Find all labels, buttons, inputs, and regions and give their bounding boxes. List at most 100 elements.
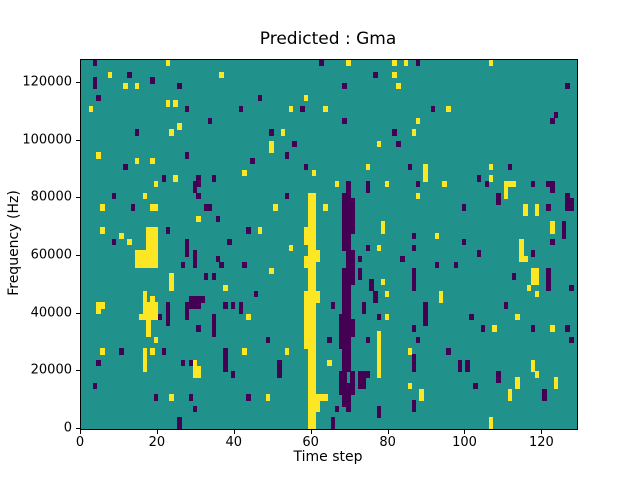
heatmap-cell bbox=[361, 371, 367, 390]
heatmap-cell bbox=[207, 204, 213, 211]
y-tick-mark bbox=[76, 82, 80, 84]
heatmap-cell bbox=[230, 302, 236, 309]
y-tick-mark bbox=[76, 139, 80, 141]
heatmap-cell bbox=[246, 227, 251, 234]
heatmap-cell bbox=[503, 192, 509, 199]
chart-title: Predicted : Gma bbox=[259, 29, 397, 49]
heatmap-cell bbox=[361, 302, 367, 315]
y-tick-mark bbox=[76, 255, 80, 257]
heatmap-cell bbox=[96, 359, 101, 367]
heatmap-cell bbox=[284, 152, 290, 159]
heatmap-cell bbox=[365, 244, 370, 251]
x-tick-label: 0 bbox=[75, 435, 85, 450]
heatmap-cell bbox=[530, 325, 536, 332]
heatmap-cell bbox=[280, 129, 286, 136]
heatmap-cell bbox=[315, 394, 320, 413]
heatmap-cell bbox=[157, 313, 163, 321]
x-tick-mark bbox=[80, 430, 81, 434]
heatmap-cell bbox=[254, 290, 259, 297]
heatmap-cell bbox=[419, 388, 424, 401]
heatmap-cell bbox=[530, 359, 536, 372]
heatmap-cell bbox=[465, 359, 470, 372]
heatmap-cell bbox=[377, 313, 382, 321]
heatmap-cell bbox=[534, 204, 540, 217]
heatmap-cell bbox=[200, 296, 205, 303]
heatmap-cell bbox=[238, 302, 244, 315]
heatmap-cell bbox=[304, 290, 309, 303]
heatmap-cell bbox=[242, 261, 247, 269]
heatmap-cell bbox=[300, 106, 305, 113]
heatmap-cell bbox=[150, 348, 155, 355]
heatmap-cell bbox=[142, 250, 147, 269]
heatmap-cell bbox=[154, 394, 159, 401]
heatmap-cell bbox=[369, 279, 374, 292]
heatmap-cell bbox=[480, 325, 486, 332]
heatmap-cell bbox=[550, 238, 555, 246]
heatmap-cell bbox=[215, 215, 220, 223]
heatmap-cell bbox=[477, 175, 482, 182]
heatmap-cell bbox=[350, 198, 355, 234]
heatmap-cell bbox=[165, 60, 171, 67]
heatmap-cell bbox=[319, 394, 324, 401]
heatmap-cell bbox=[304, 163, 309, 171]
y-tick-mark bbox=[76, 428, 80, 429]
heatmap-cell bbox=[246, 394, 251, 401]
heatmap-cell bbox=[111, 238, 117, 246]
heatmap-cell bbox=[407, 348, 413, 355]
heatmap-cell bbox=[569, 336, 574, 344]
heatmap-cell bbox=[304, 256, 309, 269]
heatmap-cell bbox=[119, 232, 124, 240]
heatmap-cell bbox=[100, 348, 105, 355]
heatmap-cell bbox=[496, 371, 501, 384]
heatmap-cell bbox=[92, 382, 97, 390]
heatmap-cell bbox=[192, 250, 197, 269]
heatmap-cell bbox=[357, 267, 363, 280]
heatmap-cell bbox=[346, 60, 351, 67]
heatmap-cell bbox=[142, 302, 147, 321]
heatmap-cell bbox=[342, 117, 347, 125]
heatmap-cell bbox=[150, 158, 155, 165]
heatmap-cell bbox=[488, 163, 493, 171]
heatmap-cell bbox=[342, 267, 347, 303]
heatmap-cell bbox=[473, 382, 478, 390]
heatmap-cell bbox=[519, 238, 524, 263]
heatmap-cell bbox=[119, 348, 124, 355]
heatmap-cell bbox=[446, 348, 451, 355]
x-tick-mark bbox=[156, 430, 158, 434]
heatmap-cell bbox=[173, 175, 178, 182]
x-tick-mark bbox=[310, 430, 312, 434]
heatmap-cell bbox=[477, 250, 482, 257]
heatmap-cell bbox=[515, 313, 520, 321]
heatmap-cell bbox=[550, 325, 555, 332]
heatmap-cell bbox=[403, 60, 409, 67]
heatmap-cell bbox=[334, 405, 340, 413]
heatmap-cell bbox=[111, 192, 117, 199]
x-tick-label: 60 bbox=[302, 435, 319, 450]
heatmap-cell bbox=[269, 129, 274, 136]
heatmap-cell bbox=[142, 290, 147, 309]
heatmap-cell bbox=[546, 181, 551, 188]
heatmap-cell bbox=[211, 313, 217, 338]
heatmap-cell bbox=[96, 94, 101, 101]
heatmap-cell bbox=[377, 244, 382, 251]
heatmap-cell bbox=[350, 319, 355, 338]
heatmap-cell bbox=[165, 227, 171, 234]
heatmap-cell bbox=[223, 348, 228, 372]
heatmap-cell bbox=[184, 302, 190, 321]
heatmap-cell bbox=[411, 400, 417, 413]
heatmap-cell bbox=[338, 313, 344, 349]
heatmap-cell bbox=[273, 204, 278, 211]
heatmap-cell bbox=[184, 238, 190, 257]
heatmap-cell bbox=[496, 192, 501, 205]
heatmap-cell bbox=[338, 371, 344, 395]
heatmap-cell bbox=[546, 267, 551, 292]
heatmap-cell bbox=[457, 359, 463, 372]
heatmap-cell bbox=[488, 175, 493, 182]
heatmap-cell bbox=[411, 232, 417, 240]
heatmap-cell bbox=[134, 250, 140, 269]
heatmap-cell bbox=[365, 336, 370, 344]
heatmap-cell bbox=[284, 348, 290, 355]
heatmap-cell bbox=[196, 192, 201, 199]
heatmap-cell bbox=[100, 302, 105, 309]
